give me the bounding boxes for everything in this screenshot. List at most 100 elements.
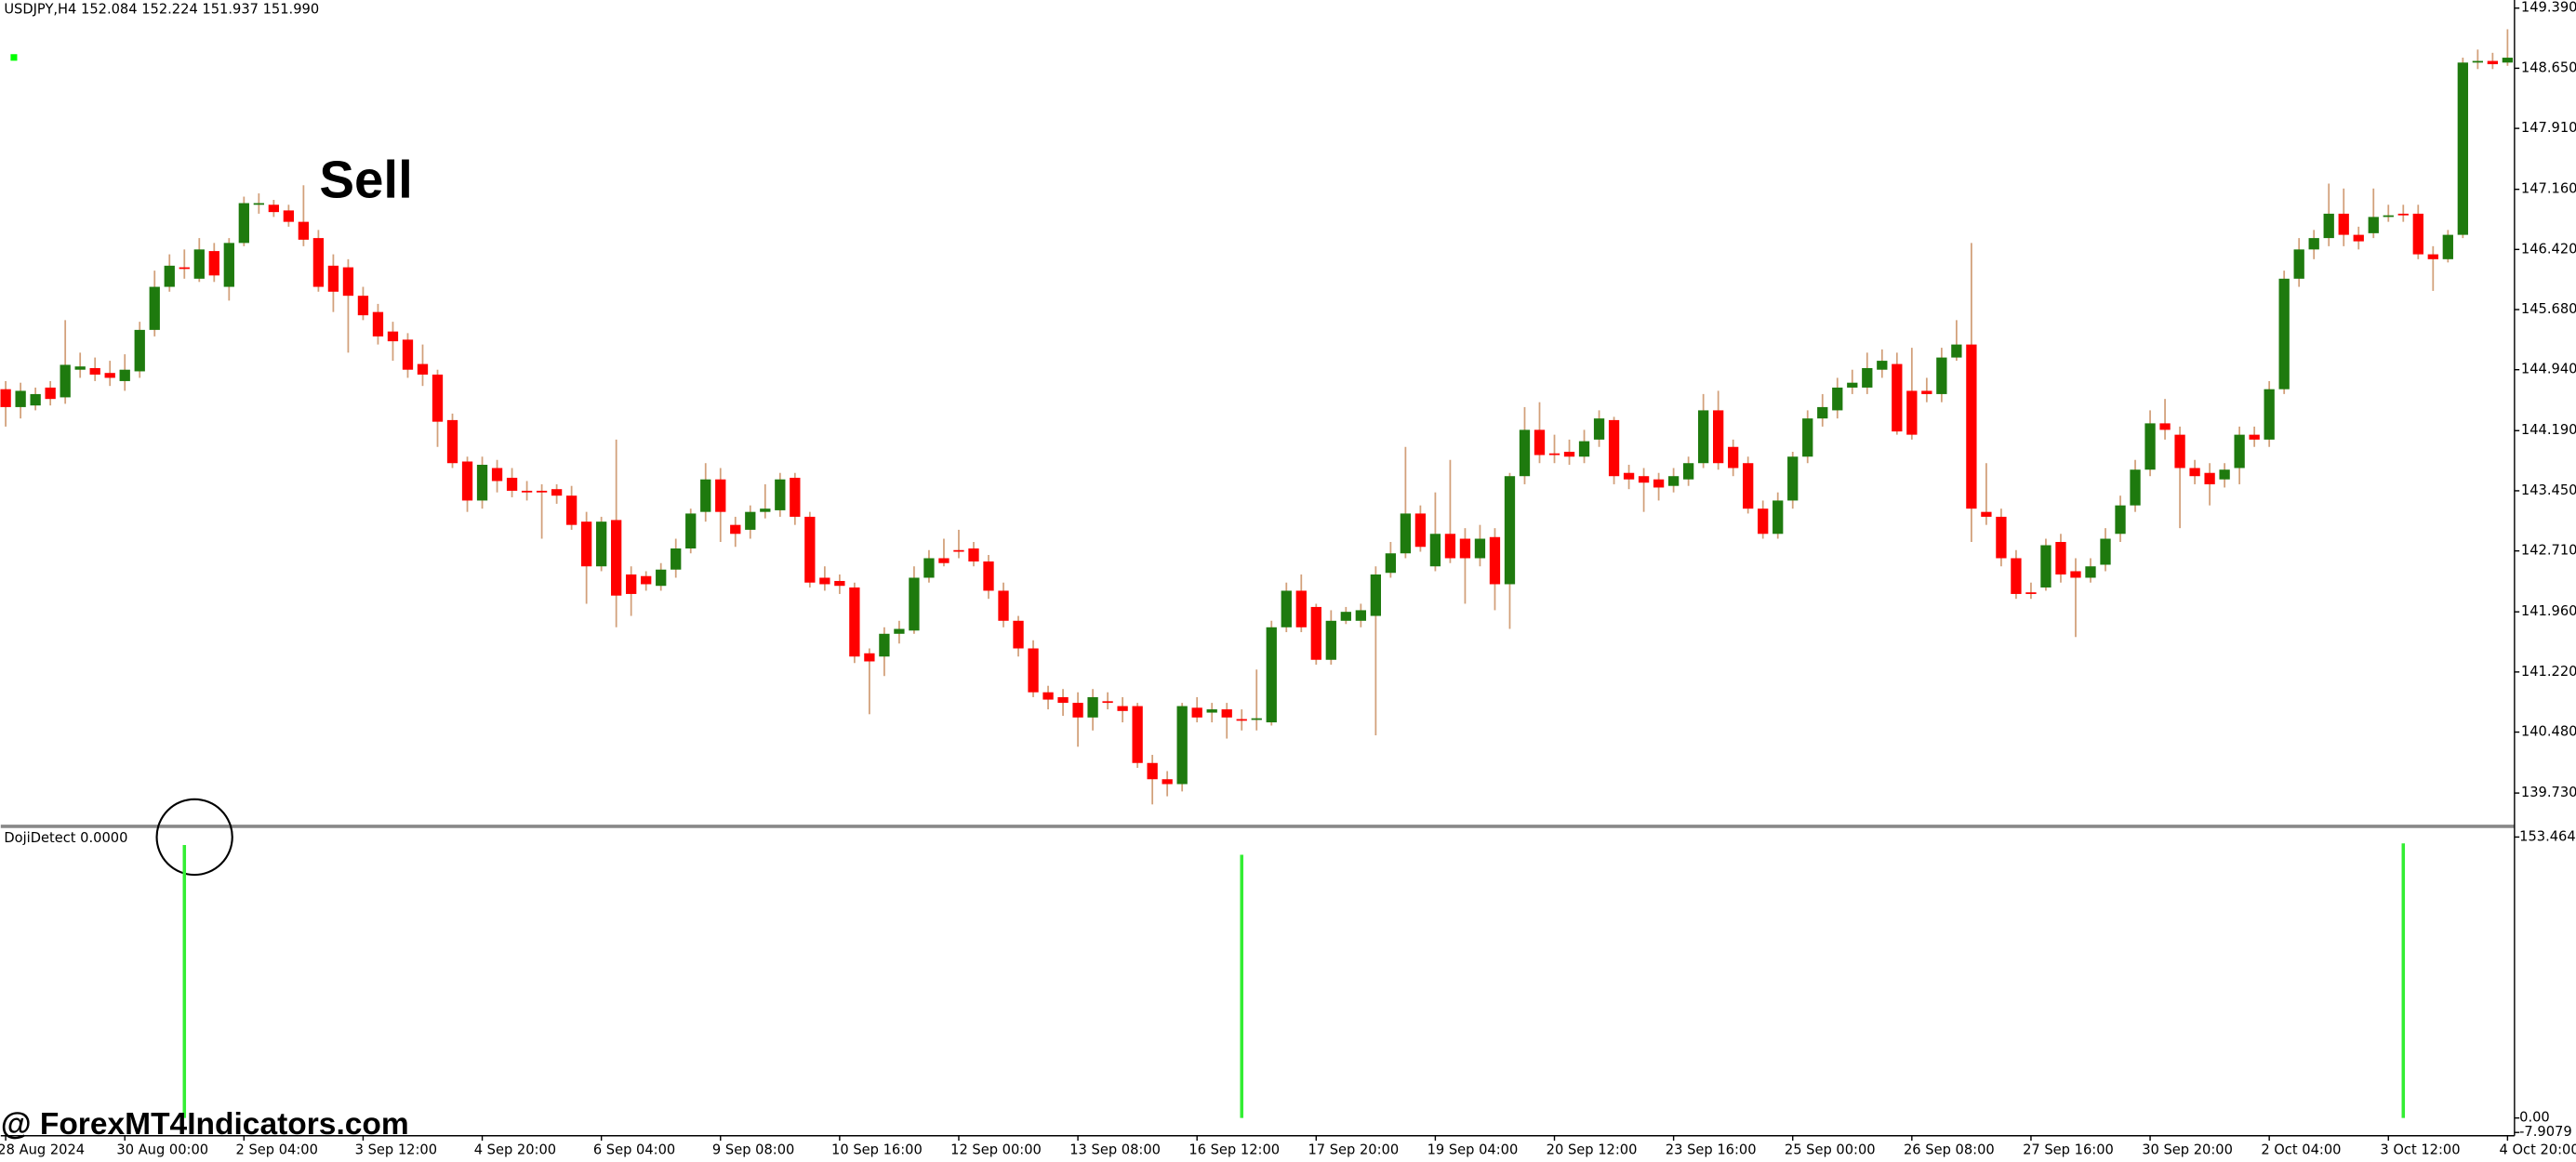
candle-body [1444,534,1456,559]
candle-body [1847,382,1858,388]
candle-body [834,580,845,587]
candle-body [1758,508,1769,535]
candle-body [790,477,801,517]
candle-body [1802,418,1813,457]
x-tick-label: 17 Sep 20:00 [1308,1142,1399,1158]
candle-body [357,296,369,316]
x-tick-label: 28 Aug 2024 [0,1142,85,1158]
x-tick-label: 2 Sep 04:00 [236,1142,318,1158]
y-tick-label: 147.910 [2521,120,2576,136]
candle-body [342,267,354,297]
indicator-y-tick-label: 0.00 [2519,1110,2550,1126]
candle-body [2085,566,2096,578]
candle-body [1519,429,1531,477]
candle-body [1474,538,1486,559]
candle-body [15,390,26,407]
candle-body [2397,213,2409,216]
candle-body [998,590,1009,621]
candle-body [1966,344,1977,509]
candle-body [1877,361,1888,370]
candle-body [2427,254,2438,259]
y-tick-label: 145.680 [2521,301,2576,317]
candle-body [2264,389,2275,440]
candle-body [641,575,652,585]
candle-body [671,548,682,570]
candle-body [2219,469,2230,480]
candle-body [1504,476,1516,585]
candle-body [611,520,622,596]
candle-body [2487,60,2499,65]
candle-body [1132,706,1143,763]
candle-body [685,513,697,549]
candle-body [2055,542,2066,574]
candle-body [1429,534,1441,567]
candle-body [268,205,280,213]
candle-body [1057,696,1069,704]
candle-body [1414,513,1427,548]
candle-body [253,203,264,205]
candle-body [1042,692,1054,700]
candle-body [238,203,249,244]
candle-body [2249,434,2260,440]
candle-body [953,549,964,552]
candle-body [89,367,100,375]
candle-body [1295,590,1307,627]
candle-body [745,511,756,530]
candle-body [164,265,175,287]
candle-body [2130,469,2141,506]
candle-body [2100,538,2111,565]
y-tick-label: 146.420 [2521,241,2576,257]
candle-body [1921,390,1932,394]
candle-body [983,561,994,591]
y-tick-label: 140.480 [2521,724,2576,740]
candle-body [1892,363,1903,432]
candle-body [1548,453,1560,456]
y-tick-label: 143.450 [2521,482,2576,498]
candle-body [461,461,473,501]
status-indicator [10,54,18,61]
x-tick-label: 23 Sep 16:00 [1666,1142,1757,1158]
x-tick-label: 30 Sep 20:00 [2142,1142,2233,1158]
y-tick-label: 141.220 [2521,664,2576,680]
candle-body [2204,472,2215,484]
candle-body [1534,429,1546,456]
candle-body [60,364,71,398]
candle-body [1072,703,1083,718]
candle-body [327,265,339,292]
candle-body [2144,423,2156,470]
candle-body [0,389,11,407]
x-tick-label: 25 Sep 00:00 [1785,1142,1876,1158]
candle-body [909,577,920,631]
candle-body [149,286,160,330]
x-tick-label: 20 Sep 12:00 [1547,1142,1638,1158]
candle-body [1608,419,1620,477]
candle-body [2040,545,2052,588]
candle-body [521,490,533,493]
candle-body [2383,215,2394,218]
candle-body [536,490,548,493]
candle-body [879,633,890,657]
candle-body [193,249,205,279]
candle-body [2278,278,2290,390]
candle-body [402,339,414,370]
candle-body [551,489,563,496]
x-tick-label: 10 Sep 16:00 [831,1142,923,1158]
x-tick-label: 6 Sep 04:00 [593,1142,675,1158]
candle-body [1906,390,1918,435]
candle-body [1221,709,1232,718]
y-tick-label: 141.960 [2521,603,2576,619]
candle-body [923,558,935,578]
candle-body [506,477,518,491]
y-tick-label: 139.730 [2521,785,2576,800]
indicator-y-tick-label: -7.9079 [2519,1124,2572,1140]
candle-body [372,311,384,337]
candle-body [1667,476,1680,486]
candle-body [1191,707,1202,718]
candle-body [715,479,726,512]
candle-body [2457,62,2468,235]
candle-body [1176,706,1188,785]
candle-body [1981,511,1992,517]
candle-body [74,366,86,370]
